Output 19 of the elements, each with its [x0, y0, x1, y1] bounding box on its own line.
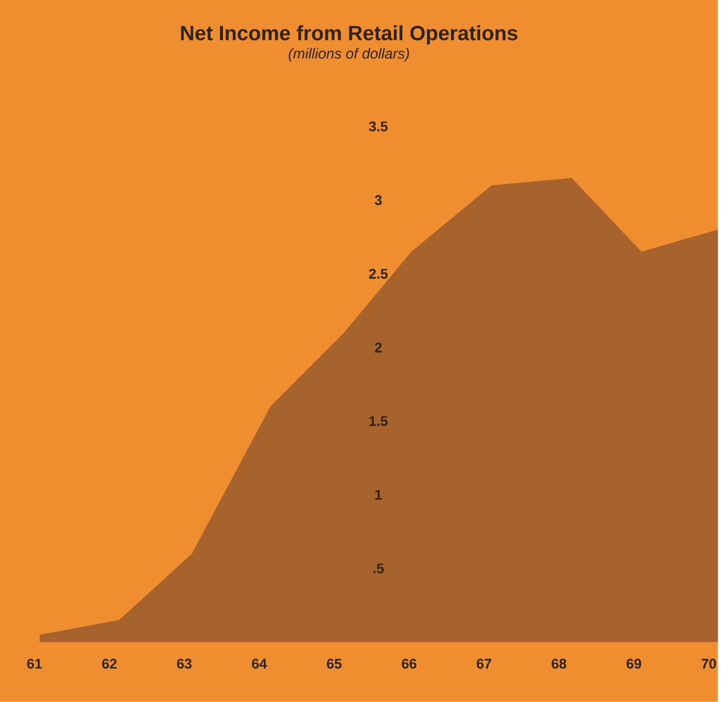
y-tick-label: 1.5: [370, 416, 388, 426]
y-tick-label: 2: [374, 342, 382, 352]
y-tick-label: 3.5: [368, 122, 388, 132]
x-tick-label: 65: [326, 658, 342, 669]
x-tick-label: 67: [476, 658, 492, 669]
y-tick-label: .5: [373, 564, 384, 574]
y-tick-label: 2.5: [369, 268, 388, 279]
x-tick-label: 69: [626, 658, 642, 669]
x-tick-label: 68: [552, 658, 566, 669]
chart-subtitle: (millions of dollars): [288, 48, 409, 62]
y-tick-label: 3: [374, 195, 382, 206]
y-tick-label: 1: [375, 490, 382, 500]
x-tick-label: 62: [102, 658, 117, 669]
x-tick-label: 61: [27, 658, 42, 669]
chart-title: Net Income from Retail Operations: [181, 25, 518, 44]
x-tick-label: 64: [252, 658, 267, 669]
x-tick-label: 66: [402, 658, 416, 669]
x-tick-label: 70: [702, 658, 716, 669]
x-tick-label: 63: [177, 658, 192, 669]
